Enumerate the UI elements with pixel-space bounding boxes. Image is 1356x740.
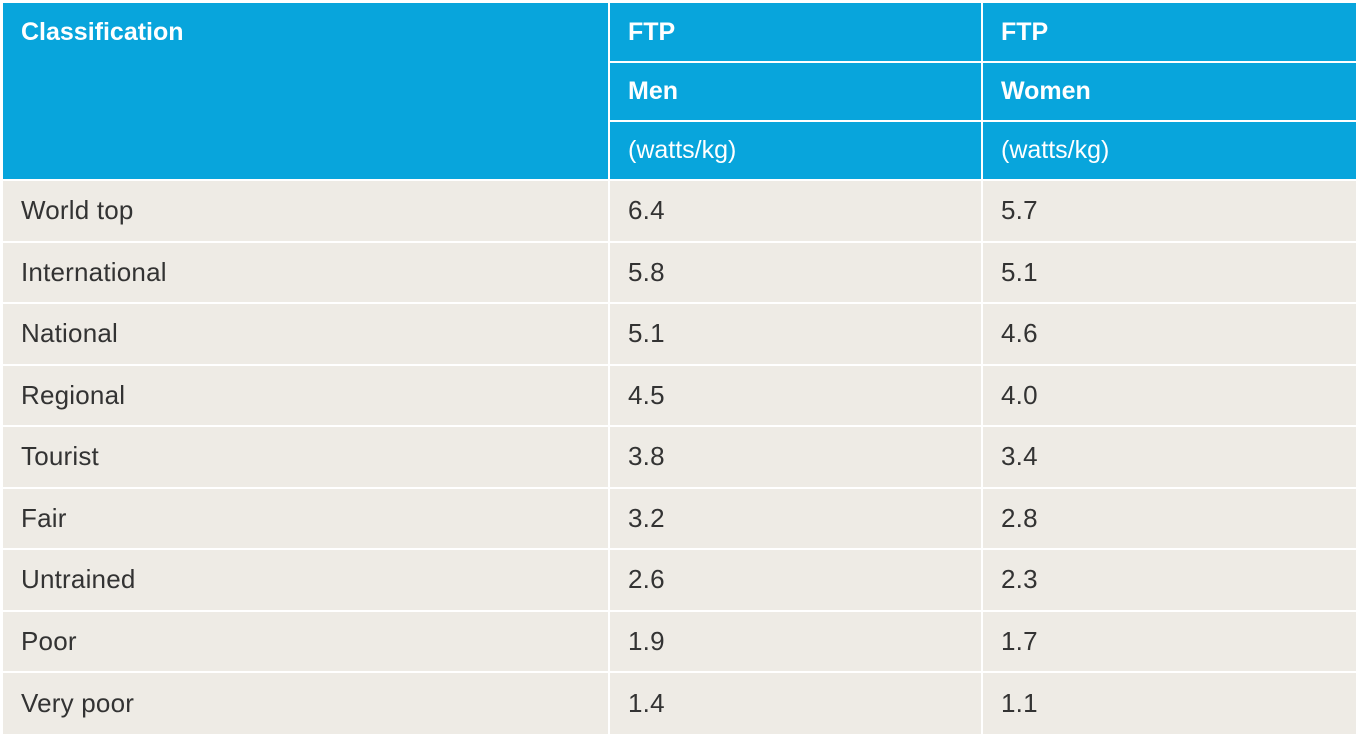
header-row-unit: (watts/kg) (watts/kg) [3, 121, 1356, 181]
women-ftp-cell: 5.7 [982, 180, 1356, 243]
women-ftp-cell: 1.1 [982, 672, 1356, 734]
men-ftp-header: FTP [609, 3, 983, 63]
women-ftp-cell: 4.0 [982, 364, 1356, 427]
women-unit-header: (watts/kg) [982, 121, 1356, 181]
table-row: Tourist 3.8 3.4 [3, 426, 1356, 489]
table-body: World top 6.4 5.7 International 5.8 5.1 … [3, 180, 1356, 734]
men-unit-header: (watts/kg) [609, 121, 983, 181]
table-header: Classification FTP FTP Men Women (watts/… [3, 3, 1356, 181]
table-row: Fair 3.2 2.8 [3, 487, 1356, 550]
men-ftp-cell: 3.8 [609, 426, 983, 489]
header-row-top: Classification FTP FTP [3, 3, 1356, 181]
women-ftp-cell: 5.1 [982, 241, 1356, 304]
table-row: National 5.1 4.6 [3, 303, 1356, 366]
classification-cell: National [3, 303, 610, 366]
table-row: Poor 1.9 1.7 [3, 610, 1356, 673]
table-row: Untrained 2.6 2.3 [3, 549, 1356, 612]
classification-cell: Tourist [3, 426, 610, 489]
women-gender-header: Women [982, 62, 1356, 122]
table-row: Regional 4.5 4.0 [3, 364, 1356, 427]
men-ftp-cell: 4.5 [609, 364, 983, 427]
men-ftp-cell: 5.1 [609, 303, 983, 366]
classification-cell: Very poor [3, 672, 610, 734]
men-ftp-cell: 6.4 [609, 180, 983, 243]
header-row-gender: Men Women [3, 62, 1356, 122]
classification-cell: Fair [3, 487, 610, 550]
classification-cell: World top [3, 180, 610, 243]
women-ftp-cell: 2.8 [982, 487, 1356, 550]
women-ftp-cell: 3.4 [982, 426, 1356, 489]
men-ftp-cell: 5.8 [609, 241, 983, 304]
men-gender-header: Men [609, 62, 983, 122]
table-row: Very poor 1.4 1.1 [3, 672, 1356, 734]
classification-cell: International [3, 241, 610, 304]
men-ftp-cell: 2.6 [609, 549, 983, 612]
table-row: International 5.8 5.1 [3, 241, 1356, 304]
women-ftp-cell: 4.6 [982, 303, 1356, 366]
classification-cell: Untrained [3, 549, 610, 612]
women-ftp-cell: 2.3 [982, 549, 1356, 612]
men-ftp-cell: 1.4 [609, 672, 983, 734]
classification-column-header: Classification [3, 3, 610, 181]
ftp-classification-table: Classification FTP FTP Men Women (watts/… [3, 3, 1356, 734]
classification-cell: Poor [3, 610, 610, 673]
men-ftp-cell: 3.2 [609, 487, 983, 550]
classification-cell: Regional [3, 364, 610, 427]
table-row: World top 6.4 5.7 [3, 180, 1356, 243]
men-ftp-cell: 1.9 [609, 610, 983, 673]
women-ftp-header: FTP [982, 3, 1356, 63]
women-ftp-cell: 1.7 [982, 610, 1356, 673]
